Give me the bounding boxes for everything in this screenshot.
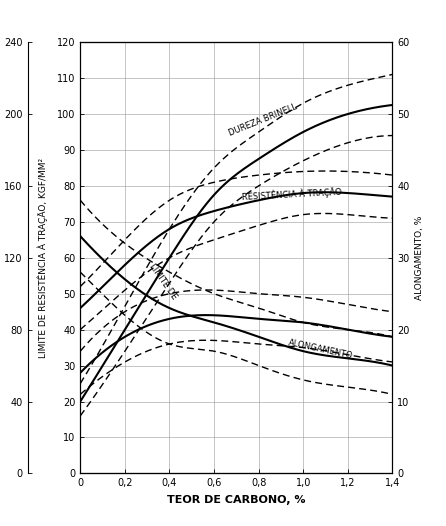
Text: RESISTÊNCIA À TRAÇÃO: RESISTÊNCIA À TRAÇÃO [242, 187, 343, 202]
Y-axis label: ALONGAMENTO, %: ALONGAMENTO, % [415, 216, 424, 300]
Text: ALONGAMENTO: ALONGAMENTO [288, 338, 354, 360]
Text: LIMITE DE RESISTÊNCIA À TRAÇÃO, KGF/MM²: LIMITE DE RESISTÊNCIA À TRAÇÃO, KGF/MM² [37, 158, 48, 358]
Text: DUREZA BRINELL: DUREZA BRINELL [227, 102, 299, 137]
X-axis label: TEOR DE CARBONO, %: TEOR DE CARBONO, % [167, 495, 306, 505]
Text: LIMITE DE: LIMITE DE [147, 262, 178, 301]
